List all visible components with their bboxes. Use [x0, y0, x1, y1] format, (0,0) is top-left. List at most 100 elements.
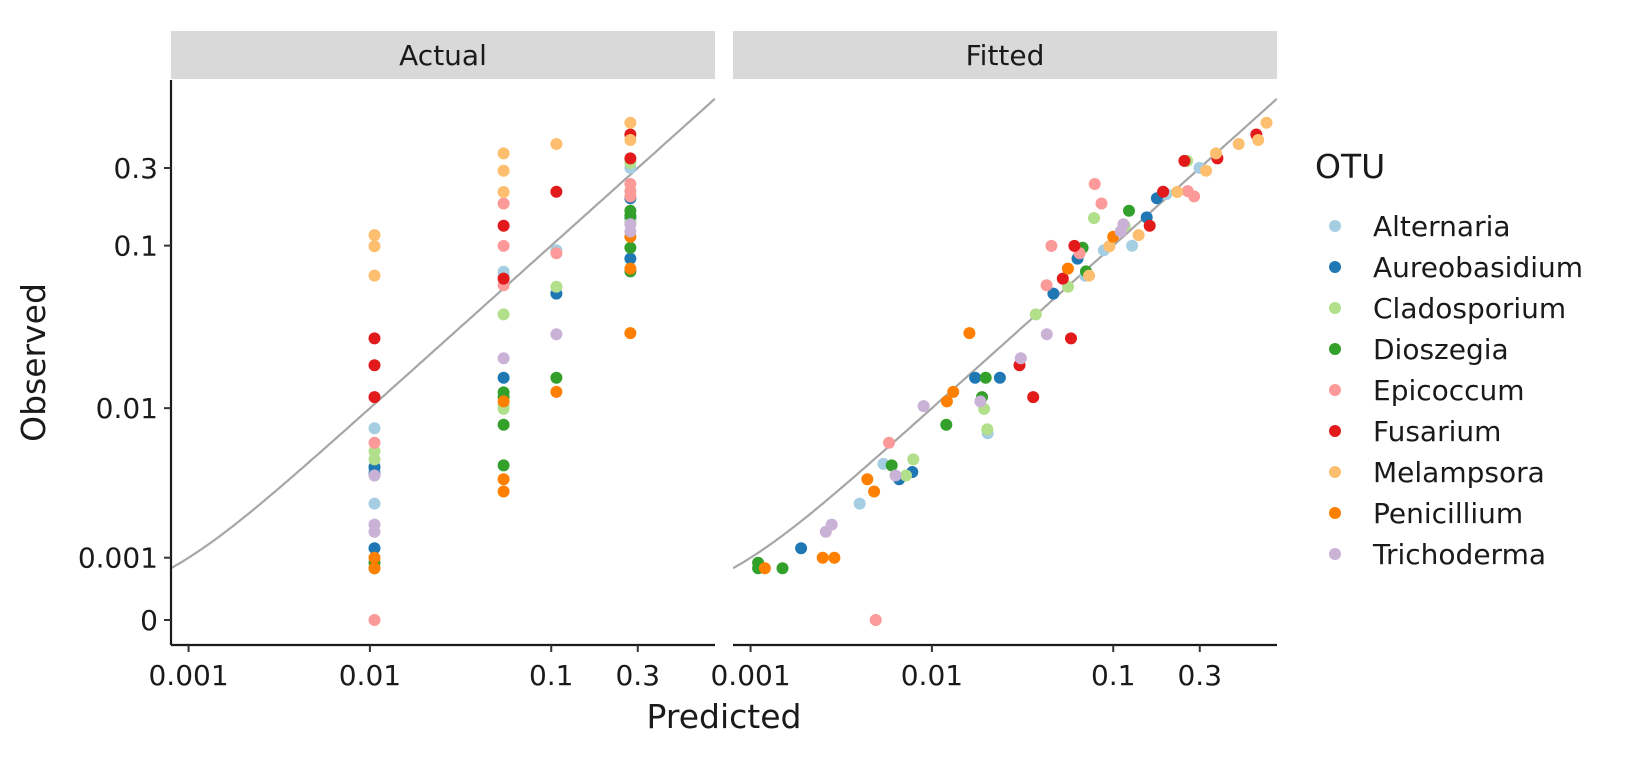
- data-point-epicoccum-fitted: [1088, 178, 1101, 190]
- data-point-melampsora-actual: [624, 134, 637, 146]
- data-point-penicillium-fitted: [758, 562, 771, 575]
- y-tick-label: 0.1: [113, 230, 158, 263]
- data-point-aureobasidium-fitted: [969, 371, 982, 384]
- data-point-melampsora-fitted: [1200, 164, 1213, 177]
- x-tick-label-actual: 0.3: [615, 659, 660, 692]
- data-point-penicillium-fitted: [828, 551, 841, 564]
- legend-label-aureobasidium: Aureobasidium: [1373, 251, 1583, 284]
- data-point-dioszegia-fitted: [979, 371, 992, 384]
- data-point-dioszegia-actual: [624, 241, 637, 254]
- legend-label-alternaria: Alternaria: [1373, 210, 1511, 243]
- data-point-fusarium-actual: [624, 152, 637, 165]
- data-point-fusarium-fitted: [1157, 185, 1170, 198]
- data-point-melampsora-actual: [497, 164, 510, 177]
- data-point-cladosporium-actual: [550, 280, 563, 293]
- data-point-penicillium-actual: [497, 473, 510, 486]
- data-point-trichoderma-actual: [368, 469, 381, 482]
- y-tick-label: 0.001: [78, 542, 158, 575]
- data-point-trichoderma-actual: [368, 525, 381, 538]
- y-tick-label: 0: [140, 604, 158, 637]
- data-point-epicoccum-fitted: [1040, 279, 1053, 292]
- facet-label-actual: Actual: [399, 39, 487, 72]
- data-point-penicillium-actual: [368, 551, 381, 564]
- x-tick-label-fitted: 0.3: [1177, 659, 1222, 692]
- legend-key-trichoderma: [1329, 548, 1341, 560]
- x-tick-label-fitted: 0.001: [710, 659, 790, 692]
- data-point-trichoderma-fitted: [917, 400, 930, 413]
- data-point-fusarium-actual: [497, 272, 510, 285]
- data-point-dioszegia-actual: [497, 418, 510, 431]
- x-tick-label-actual: 0.1: [529, 659, 574, 692]
- data-point-epicoccum-fitted: [1095, 197, 1108, 210]
- data-point-fusarium-fitted: [1068, 239, 1081, 252]
- data-point-epicoccum-actual: [368, 614, 381, 626]
- legend-label-penicillium: Penicillium: [1373, 497, 1523, 530]
- legend-label-trichoderma: Trichoderma: [1372, 538, 1546, 571]
- data-point-penicillium-fitted: [940, 395, 953, 408]
- data-point-epicoccum-actual: [368, 436, 381, 449]
- legend-title: OTU: [1315, 147, 1385, 186]
- data-point-fusarium-actual: [550, 185, 563, 198]
- data-point-penicillium-fitted: [947, 385, 960, 398]
- data-point-penicillium-actual: [497, 485, 510, 498]
- data-point-melampsora-fitted: [1252, 134, 1265, 146]
- legend-key-melampsora: [1329, 466, 1341, 478]
- data-point-epicoccum-fitted: [883, 436, 895, 449]
- legend-key-fusarium: [1329, 425, 1341, 437]
- data-point-trichoderma-actual: [624, 225, 637, 238]
- data-point-melampsora-fitted: [1232, 138, 1245, 150]
- facet-strip-actual: [171, 31, 715, 79]
- data-point-cladosporium-fitted: [981, 423, 994, 436]
- data-point-melampsora-fitted: [1103, 240, 1116, 253]
- data-point-fusarium-actual: [368, 391, 381, 404]
- data-point-melampsora-actual: [368, 269, 381, 282]
- data-point-aureobasidium-actual: [368, 542, 381, 555]
- data-point-fusarium-fitted: [1065, 332, 1077, 345]
- data-point-melampsora-actual: [368, 229, 381, 242]
- data-point-penicillium-actual: [550, 385, 563, 398]
- data-point-fusarium-fitted: [1027, 391, 1040, 404]
- data-point-epicoccum-fitted: [869, 614, 882, 626]
- data-point-dioszegia-actual: [550, 371, 563, 384]
- data-point-penicillium-fitted: [963, 327, 976, 340]
- legend-key-dioszegia: [1329, 343, 1341, 355]
- identity-line-actual: [171, 97, 715, 570]
- identity-line-fitted: [733, 97, 1277, 570]
- data-point-alternaria-fitted: [853, 497, 866, 510]
- x-tick-label-actual: 0.001: [148, 659, 228, 692]
- data-point-penicillium-fitted: [816, 551, 829, 564]
- data-point-epicoccum-actual: [550, 247, 563, 260]
- x-tick-label-fitted: 0.1: [1091, 659, 1136, 692]
- data-point-epicoccum-actual: [624, 190, 637, 203]
- data-point-dioszegia-fitted: [940, 418, 953, 431]
- data-point-melampsora-actual: [624, 116, 637, 129]
- data-point-penicillium-actual: [497, 395, 510, 408]
- data-point-epicoccum-actual: [497, 239, 510, 252]
- data-point-melampsora-fitted: [1171, 186, 1184, 198]
- data-point-aureobasidium-fitted: [1047, 287, 1060, 300]
- legend-label-melampsora: Melampsora: [1373, 456, 1545, 489]
- data-point-dioszegia-actual: [624, 209, 637, 222]
- data-point-cladosporium-fitted: [1088, 212, 1100, 225]
- data-point-melampsora-actual: [550, 138, 563, 150]
- data-point-cladosporium-fitted: [907, 453, 920, 466]
- data-point-cladosporium-actual: [497, 308, 510, 321]
- data-point-fusarium-fitted: [1143, 219, 1156, 232]
- data-point-aureobasidium-fitted: [993, 371, 1006, 384]
- data-point-aureobasidium-fitted: [795, 542, 808, 555]
- data-point-fusarium-fitted: [1056, 272, 1069, 285]
- data-point-alternaria-fitted: [1126, 239, 1139, 252]
- data-point-epicoccum-actual: [497, 197, 510, 210]
- data-point-epicoccum-fitted: [1188, 190, 1201, 203]
- data-point-melampsora-actual: [497, 147, 510, 160]
- data-point-trichoderma-fitted: [1014, 352, 1027, 365]
- data-point-melampsora-actual: [497, 186, 510, 198]
- data-point-aureobasidium-actual: [624, 252, 637, 265]
- legend-key-aureobasidium: [1329, 261, 1341, 273]
- data-point-dioszegia-fitted: [885, 459, 898, 472]
- data-point-dioszegia-fitted: [776, 562, 789, 575]
- x-tick-label-fitted: 0.01: [901, 659, 963, 692]
- legend-key-penicillium: [1329, 507, 1341, 519]
